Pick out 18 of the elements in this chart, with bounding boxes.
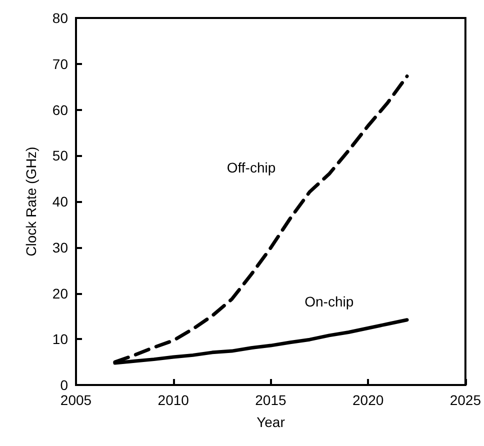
y-tick-label: 20 (52, 285, 68, 302)
series-label: On-chip (304, 293, 354, 310)
x-tick-label: 2015 (255, 392, 286, 408)
x-tick-label: 2010 (158, 392, 190, 408)
y-tick-label: 10 (52, 331, 68, 348)
y-tick-label: 60 (52, 102, 68, 118)
y-tick-label: 30 (52, 239, 68, 256)
y-tick-label: 80 (52, 10, 68, 26)
text: Off-chip (226, 159, 276, 176)
y-tick-label: 40 (52, 194, 68, 210)
y-tick-label: 0 (60, 377, 68, 393)
y-tick-label: 70 (52, 56, 68, 72)
x-axis-title: Year (256, 414, 286, 430)
x-tick-label: 2005 (60, 392, 92, 408)
x-tick-label: 2020 (352, 392, 384, 408)
y-tick-label: 50 (52, 148, 68, 164)
y-axis-title: Clock Rate (GHz) (23, 146, 39, 256)
x-tick-label: 2025 (450, 392, 482, 408)
